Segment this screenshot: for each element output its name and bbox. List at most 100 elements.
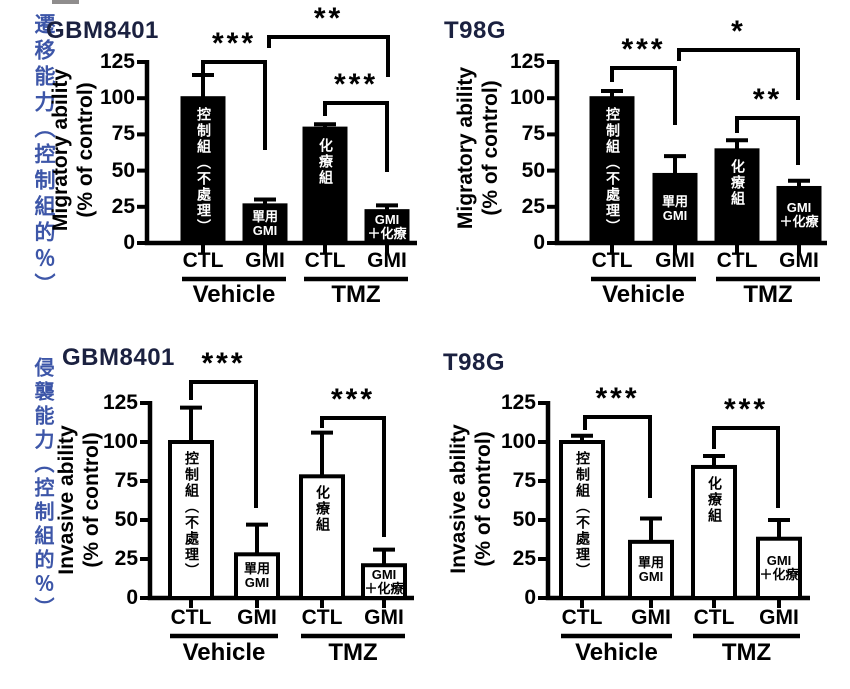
chart-2-cat-label-0: CTL (170, 606, 212, 629)
chart-2-bar-inner-label-3: GMI ＋化療 (364, 566, 404, 596)
chart-0-cat-label-1: GMI (245, 249, 285, 272)
chart-2-group-label-1: TMZ (328, 639, 378, 666)
chart-0-sig-stars-0: *** (211, 27, 257, 60)
chart-2-ytick-label: 25 (114, 547, 138, 570)
chart-0-bar-vehicle-ctl (180, 96, 226, 245)
chart-3-bar-tmz-gmi (756, 536, 802, 600)
chart-3-bar-vehicle-gmi (628, 539, 674, 601)
chart-2-cat-label-1: GMI (237, 606, 277, 629)
chart-2-title: GBM8401 (62, 344, 175, 371)
chart-1-cat-label-0: CTL (591, 249, 633, 272)
chart-2-ytick-label: 50 (114, 508, 138, 531)
chart-2-bar-tmz-ctl (299, 474, 345, 601)
chart-3-sig-stars-0: *** (595, 382, 640, 415)
chart-3-cat-label-1: GMI (631, 606, 671, 629)
chart-1-ytick-label: 75 (521, 122, 545, 146)
chart-3-ytick-label: 125 (500, 391, 536, 414)
chart-2-ytick-label: 125 (102, 391, 138, 414)
chart-2-sig-bracket-1 (320, 416, 386, 537)
cropped-panel-fragment (52, 0, 79, 4)
chart-1-ytick-label: 50 (521, 158, 545, 182)
chart-2-bar-inner-label-1: 單用 GMI (243, 561, 270, 591)
chart-1-ylabel: Migratory ability (% of control) (454, 66, 502, 230)
chart-1-sig-bracket-2 (735, 116, 800, 165)
chart-0-ytick-label: 25 (111, 194, 135, 218)
chart-3-bar-vehicle-ctl (559, 440, 605, 600)
chart-1-ytick-label: 25 (521, 194, 545, 218)
chart-1-sig-stars-0: *** (621, 33, 666, 66)
chart-1-sig-stars-1: * (731, 15, 746, 48)
chart-3-sig-stars-1: *** (723, 393, 769, 426)
chart-2-bar-inner-label-2: 化療組 (315, 485, 331, 534)
chart-3-ylabel: Invasive ability (% of control) (447, 424, 495, 574)
chart-2-cat-label-3: GMI (364, 606, 404, 629)
chart-1-title: T98G (444, 17, 507, 44)
chart-0-title: GBM8401 (46, 17, 159, 44)
chart-0-group-label-1: TMZ (331, 281, 381, 308)
chart-3-sig-bracket-1 (712, 426, 780, 508)
chart-2-sig-stars-0: *** (201, 347, 246, 380)
chart-0-bar-tmz-gmi (364, 209, 410, 245)
chart-3-group-label-1: TMZ (721, 639, 772, 666)
chart-0-bar-tmz-ctl (302, 126, 348, 245)
chart-0-ylabel: Migratory ability (% of control) (49, 68, 97, 232)
chart-0-ytick-label: 75 (111, 122, 135, 146)
chart-1-bar-inner-label-0: 控制組（不處理） (605, 107, 621, 236)
chart-0-ytick-label: 50 (111, 158, 135, 182)
chart-1-ytick-label: 125 (509, 50, 545, 73)
chart-2-bar-tmz-gmi (361, 563, 407, 600)
chart-2-ytick-label: 0 (126, 586, 138, 609)
chart-1-bar-inner-label-2: 化療組 (730, 159, 746, 208)
chart-2-sig-bracket-0 (189, 380, 258, 508)
chart-1-bar-vehicle-gmi (652, 172, 698, 245)
chart-0-ytick-label: 100 (99, 86, 135, 110)
chart-1-group-label-1: TMZ (743, 281, 793, 308)
chart-3-cat-label-2: CTL (693, 606, 735, 629)
chart-3-bar-inner-label-0: 控制組（不處理） (575, 451, 591, 579)
chart-3-ytick-label: 0 (524, 586, 536, 609)
chart-3-ytick-label: 75 (512, 469, 536, 492)
chart-0-sig-stars-1: ** (313, 2, 344, 35)
chart-0-ytick-label: 0 (123, 231, 135, 254)
chart-1-sig-bracket-1 (677, 48, 800, 100)
chart-0-bar-inner-label-0: 控制組（不處理） (196, 107, 212, 236)
chart-0-bar-inner-label-1: 單用 GMI (251, 209, 278, 239)
chart-2-cat-label-2: CTL (301, 606, 343, 629)
chart-0-sig-bracket-1 (267, 35, 390, 77)
chart-1-bar-vehicle-ctl (589, 96, 635, 245)
chart-0-cat-label-3: GMI (367, 249, 407, 272)
chart-1-sig-bracket-0 (610, 66, 677, 125)
chart-1-bar-inner-label-3: GMI ＋化療 (779, 200, 819, 230)
chart-0-ytick-label: 125 (99, 50, 135, 73)
sidebar-label-migration: 遷移能力（控制組的％） (32, 13, 55, 299)
chart-1-bar-tmz-gmi (776, 185, 822, 245)
chart-3-bar-inner-label-3: GMI ＋化療 (759, 553, 799, 583)
chart-3-bar-tmz-ctl (691, 464, 737, 600)
chart-1-cat-label-3: GMI (779, 249, 819, 272)
chart-1-cat-label-2: CTL (716, 249, 758, 272)
chart-0-sig-bracket-0 (201, 60, 267, 150)
chart-1-cat-label-1: GMI (655, 249, 695, 272)
chart-3-ytick-label: 100 (500, 430, 536, 453)
sidebar-label-invasion: 侵襲能力（控制組的％） (31, 357, 53, 621)
chart-0-cat-label-2: CTL (304, 249, 346, 272)
chart-0-sig-bracket-2 (323, 101, 389, 172)
chart-2-ylabel: Invasive ability (% of control) (55, 425, 103, 575)
chart-0-sig-stars-2: *** (333, 68, 379, 101)
chart-1-ytick-label: 0 (533, 231, 545, 254)
chart-3-cat-label-3: GMI (759, 606, 799, 629)
chart-3-ytick-label: 50 (512, 508, 536, 531)
chart-0-bar-vehicle-gmi (242, 203, 288, 246)
chart-1-group-label-0: Vehicle (602, 281, 685, 308)
chart-2-ytick-label: 75 (114, 469, 138, 492)
chart-3-sig-bracket-0 (583, 415, 652, 498)
chart-2-ytick-label: 100 (102, 430, 138, 453)
chart-2-group-label-0: Vehicle (182, 639, 266, 666)
chart-3-bar-inner-label-2: 化療組 (707, 475, 723, 524)
chart-0-bar-inner-label-2: 化療組 (318, 137, 334, 186)
chart-2-bar-inner-label-0: 控制組（不處理） (184, 451, 200, 579)
chart-2-bar-vehicle-ctl (168, 440, 214, 600)
chart-1-sig-stars-2: ** (752, 83, 783, 116)
